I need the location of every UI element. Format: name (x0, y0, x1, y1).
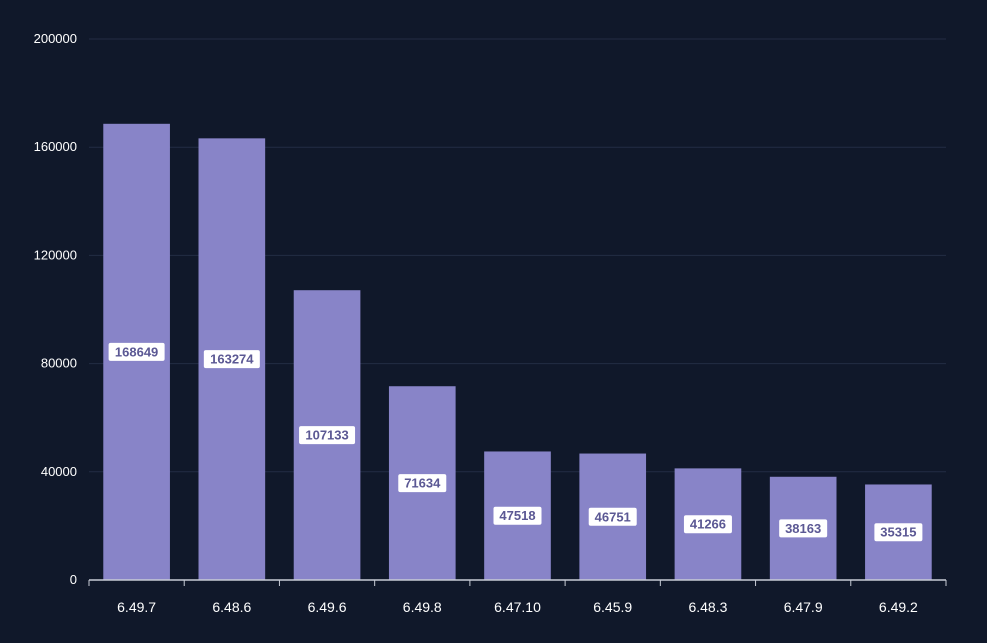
y-tick-label: 200000 (34, 31, 77, 46)
data-label: 47518 (499, 508, 535, 523)
x-tick-label: 6.45.9 (593, 599, 632, 615)
y-tick-label: 160000 (34, 139, 77, 154)
data-label-box (493, 506, 542, 525)
y-tick-label: 0 (70, 572, 77, 587)
data-label-box (203, 350, 260, 369)
data-label: 46751 (595, 509, 631, 524)
data-label: 71634 (404, 476, 441, 491)
data-label-box (683, 515, 732, 534)
x-tick-label: 6.49.2 (879, 599, 918, 615)
data-label: 41266 (690, 517, 726, 532)
x-tick-label: 6.47.10 (494, 599, 541, 615)
x-tick-label: 6.47.9 (784, 599, 823, 615)
y-tick-label: 120000 (34, 247, 77, 262)
x-tick-label: 6.49.8 (403, 599, 442, 615)
data-label-box (299, 426, 356, 445)
data-label-box (108, 342, 165, 361)
y-tick-label: 40000 (41, 464, 77, 479)
data-label: 168649 (115, 344, 158, 359)
data-label-box (874, 523, 923, 542)
data-label: 107133 (305, 428, 348, 443)
data-label: 38163 (785, 521, 821, 536)
x-tick-label: 6.48.6 (212, 599, 251, 615)
data-label: 35315 (880, 525, 916, 540)
x-tick-label: 6.49.6 (308, 599, 347, 615)
data-label-box (779, 519, 828, 538)
x-tick-label: 6.49.7 (117, 599, 156, 615)
axes: 0 40000 80000 120000 160000 200000 6.49.7 6.48.… (34, 31, 947, 615)
y-tick-label: 80000 (41, 356, 77, 371)
data-label: 163274 (210, 352, 254, 367)
x-tick-label: 6.48.3 (688, 599, 727, 615)
data-labels: 168649 163274 107133 71634 47518 46751 41266 38… (108, 342, 923, 542)
data-label-box (398, 474, 447, 493)
data-label-box (588, 507, 637, 526)
